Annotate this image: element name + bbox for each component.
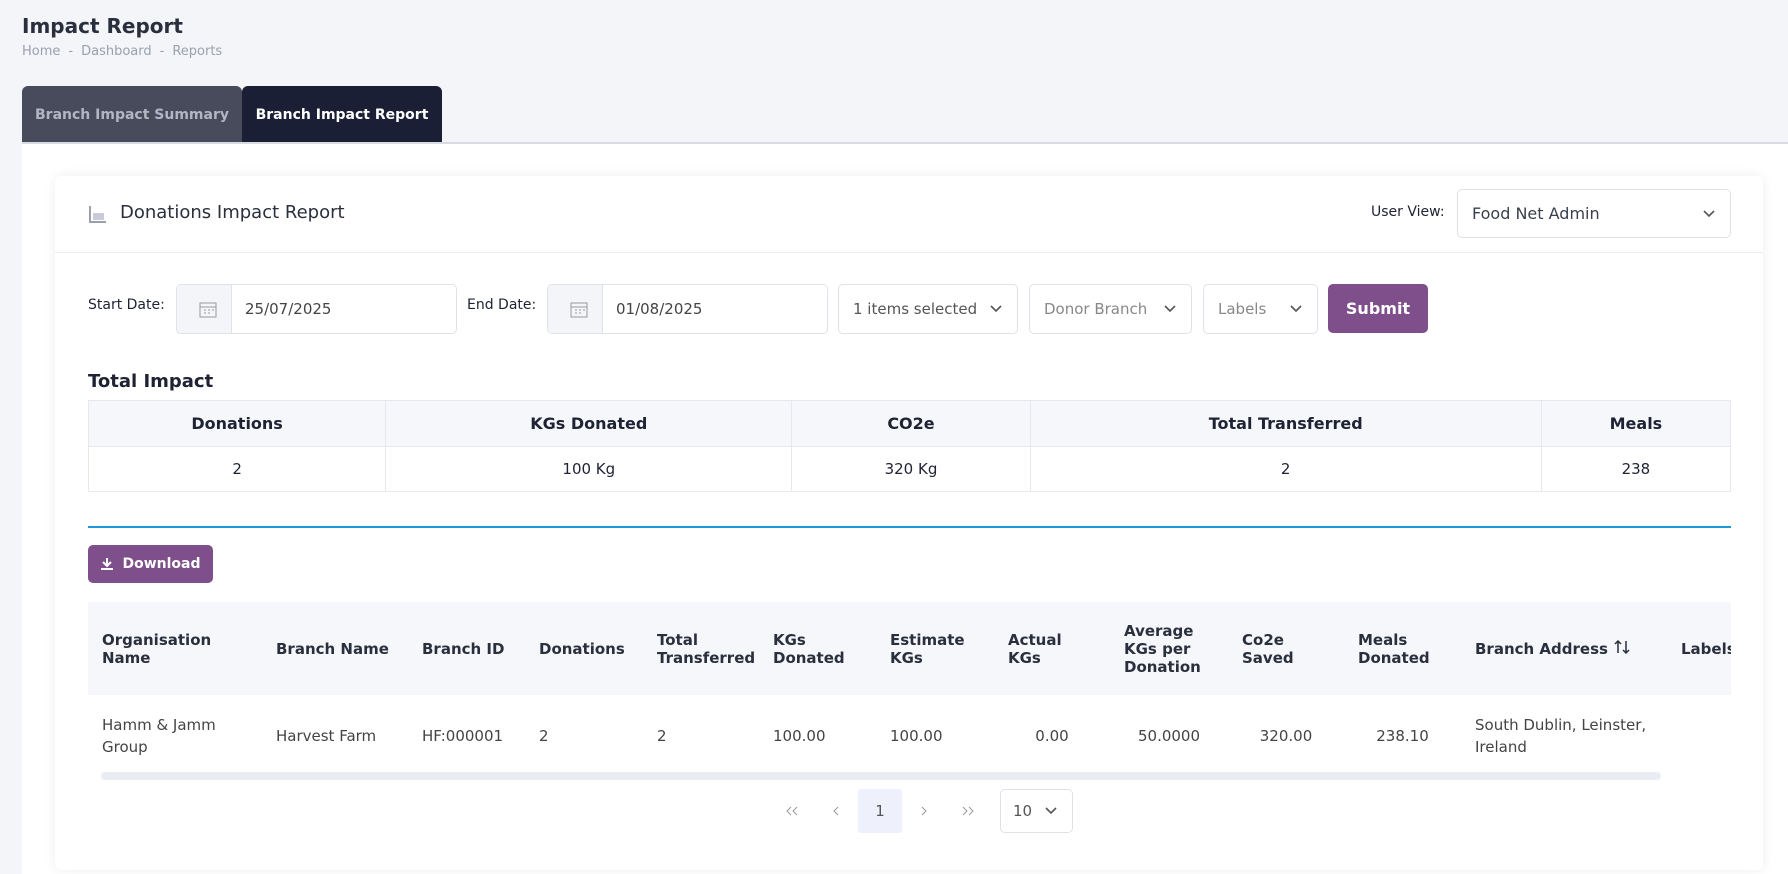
row: 2 100 Kg 320 Kg 2 238	[87, 446, 1732, 492]
last-page[interactable]	[946, 789, 990, 833]
column-header: Estimate KGs	[876, 602, 994, 695]
column-header: Meals Donated	[1344, 602, 1461, 695]
header-row: Organisation Name Branch Name Branch ID Don…	[88, 602, 1731, 695]
cell: Harvest Farm	[276, 726, 377, 745]
sort-icon[interactable]	[1614, 639, 1630, 654]
column-header: Donations	[525, 602, 643, 695]
cell: Hamm & Jamm Group	[102, 715, 216, 756]
cell: 100 Kg	[385, 446, 793, 492]
page-button[interactable]: 1	[858, 789, 902, 833]
cell: 100.00	[773, 726, 826, 745]
submit-button[interactable]: Submit	[1328, 284, 1428, 333]
select-value: Labels	[1218, 300, 1267, 318]
header-row: Donations KGs Donated CO2e Total Transferre…	[87, 400, 1732, 447]
prev-page[interactable]	[814, 789, 858, 833]
tab-active[interactable]: Branch Impact Report	[242, 86, 442, 143]
column-header: Labels	[1667, 602, 1731, 695]
page-size-select[interactable]: 10	[1000, 789, 1073, 833]
date-value: 25/07/2025	[245, 300, 332, 318]
crumb[interactable]: Home	[22, 44, 61, 59]
cell: 238.10	[1376, 726, 1429, 745]
label: User View:	[1371, 204, 1445, 220]
cell: 50.0000	[1137, 726, 1201, 745]
user-view-select[interactable]: Food Net Admin	[1457, 189, 1731, 238]
divider	[22, 142, 1788, 144]
column-header: Organisation Name	[88, 602, 262, 695]
crumb: Reports	[160, 44, 222, 59]
start-date[interactable]: 25/07/2025	[176, 284, 457, 334]
labels-select[interactable]: Labels	[1203, 284, 1318, 334]
cell	[1667, 695, 1731, 776]
section-title: Total Impact	[88, 371, 214, 392]
cell: 238	[1540, 446, 1732, 492]
divider	[88, 526, 1731, 528]
download-button[interactable]: Download	[88, 545, 213, 583]
items-select[interactable]: 1 items selected	[838, 284, 1018, 334]
select-value: 10	[1013, 802, 1033, 820]
card-title: Donations Impact Report	[120, 202, 345, 223]
breadcrumb: Home Dashboard Reports	[22, 44, 222, 59]
tab[interactable]: Branch Impact Summary	[22, 86, 242, 143]
donor-branch-select[interactable]: Donor Branch	[1029, 284, 1192, 334]
column-header: KGs Donated	[385, 400, 793, 447]
column-header: Actual KGs	[994, 602, 1110, 695]
cell: 2	[87, 446, 387, 492]
card-header: Donations Impact Report User View: Food …	[55, 176, 1763, 253]
cell: HF:000001	[422, 726, 504, 745]
page-title: Impact Report	[22, 14, 183, 38]
pagination: 1 10	[770, 789, 1073, 833]
column-header: Average KGs per Donation	[1110, 602, 1228, 695]
cell: 2	[657, 726, 667, 745]
column-header: Co2e Saved	[1228, 602, 1344, 695]
cell: South Dublin, Leinster, Ireland	[1475, 715, 1647, 756]
column-header: Total Transferred	[643, 602, 759, 695]
column-header: Donations	[87, 400, 387, 447]
button-label: Download	[122, 556, 201, 572]
label: End Date:	[467, 297, 537, 313]
label: Start Date:	[88, 297, 165, 313]
scrollbar[interactable]	[101, 772, 1661, 780]
date-value: 01/08/2025	[616, 300, 703, 318]
crumb[interactable]: Dashboard	[68, 44, 152, 59]
select-value: 1 items selected	[853, 300, 978, 318]
cell: 100.00	[890, 726, 943, 745]
column-header: Total Transferred	[1029, 400, 1542, 447]
cell: 320 Kg	[791, 446, 1031, 492]
select-value: Donor Branch	[1044, 300, 1148, 318]
card: Donations Impact Report User View: Food …	[55, 176, 1763, 870]
column-header: Meals	[1540, 400, 1732, 447]
data-table-body: Hamm & Jamm Group Harvest Farm HF:000001 2 2…	[88, 695, 1731, 776]
table-body-wrap: Hamm & Jamm Group Harvest Farm HF:000001 2 2…	[88, 695, 1731, 776]
cell: 320.00	[1259, 726, 1313, 745]
cell: 2	[539, 726, 549, 745]
select-value: Food Net Admin	[1472, 204, 1600, 223]
total-impact-table: Donations KGs Donated CO2e Total Transferre…	[87, 400, 1732, 492]
column-header: Branch Name	[262, 602, 408, 695]
column-header: KGs Donated	[759, 602, 876, 695]
column-header: Branch ID	[408, 602, 525, 695]
table-header-wrap: Organisation Name Branch Name Branch ID Don…	[88, 602, 1731, 695]
cell: 0.00	[1035, 726, 1069, 745]
chart-icon	[89, 206, 106, 223]
column-header: CO2e	[791, 400, 1031, 447]
row: Hamm & Jamm Group Harvest Farm HF:000001 2 2…	[88, 695, 1731, 776]
column-header[interactable]: Branch Address	[1461, 602, 1667, 695]
next-page[interactable]	[902, 789, 946, 833]
cell: 2	[1029, 446, 1542, 492]
end-date[interactable]: 01/08/2025	[547, 284, 828, 334]
first-page[interactable]	[770, 789, 814, 833]
data-table: Organisation Name Branch Name Branch ID Don…	[88, 602, 1731, 695]
